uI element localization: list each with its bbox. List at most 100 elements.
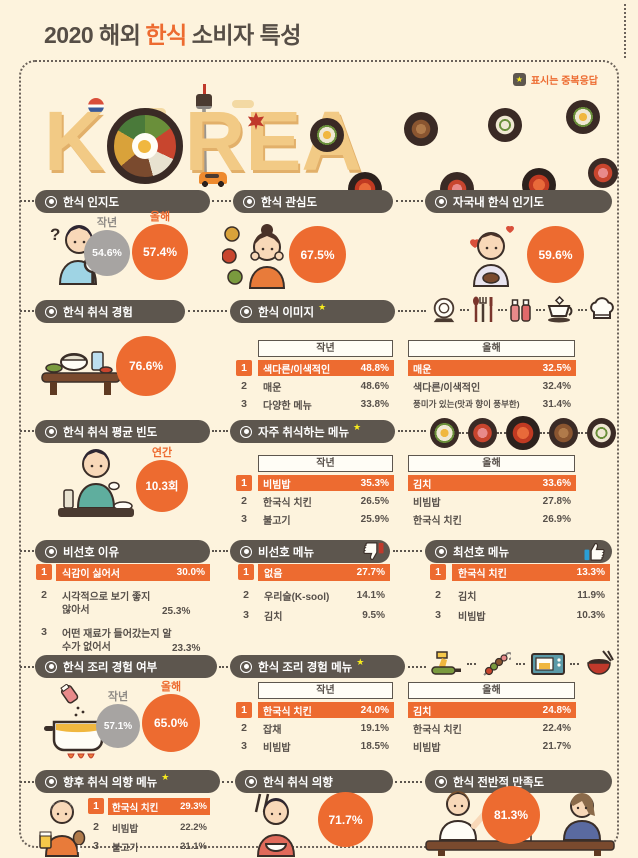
- menu-name: 김치: [458, 592, 477, 603]
- stat-circle-eat-experience: 76.6%: [116, 336, 176, 396]
- dotted-connector: [219, 666, 228, 668]
- menu-value: 19.1%: [360, 722, 389, 734]
- dotted-connector: [188, 310, 227, 312]
- section-header-eat-experience: 한식 취식 경험: [35, 300, 185, 323]
- target-icon: [45, 545, 57, 558]
- dotted-connector: [222, 781, 233, 783]
- menu-name: 비빔밥: [263, 742, 291, 754]
- rank-badge: 3: [93, 840, 99, 852]
- menu-value: 27.8%: [542, 495, 571, 507]
- target-icon: [45, 195, 57, 208]
- menu-name: 한국식 치킨: [263, 497, 312, 509]
- stat-circle-cook-prev: 57.1%: [96, 704, 140, 748]
- prev-year-label: 작년: [107, 691, 129, 703]
- menu-value: 24.8%: [542, 704, 571, 716]
- title-highlight: 한식: [145, 22, 187, 48]
- rank-badge: 3: [435, 609, 441, 621]
- section-header-cook-experience: 한식 조리 경험 여부: [35, 655, 217, 678]
- prev-year-label: 작년: [96, 217, 118, 229]
- pan-icon: [431, 651, 461, 675]
- section-header-intent: 한식 취식 의향: [235, 770, 393, 793]
- rank-badge: 2: [241, 380, 247, 392]
- person-bowl-illustration: [254, 793, 296, 857]
- menu-value: 32.5%: [542, 362, 571, 374]
- section-title: 향후 취식 의향 메뉴: [63, 776, 158, 789]
- menu-name: 한국식 치킨: [413, 724, 462, 736]
- thumbs-up-icon: [583, 541, 607, 565]
- menu-name: 매운: [413, 364, 432, 376]
- section-header-satisfaction: 한식 전반적 만족도: [425, 770, 612, 793]
- section-title: 한식 인지도: [63, 196, 120, 209]
- menu-name: 비빔밥: [112, 823, 139, 835]
- menu-value: 48.6%: [360, 380, 389, 392]
- menu-name: 불고기: [263, 515, 291, 527]
- menu-value: 18.5%: [360, 740, 389, 752]
- korean-table-illustration: [41, 351, 121, 395]
- rank-badge: 2: [243, 589, 249, 601]
- menu-name: 없음: [264, 569, 283, 580]
- rank-badge: 3: [243, 609, 249, 621]
- section-header-cook-menu: 한식 조리 경험 메뉴 ★: [230, 655, 405, 678]
- taxi-icon: [199, 172, 227, 187]
- menu-name: 한국식 치킨: [413, 515, 462, 527]
- section-header-frequent-menu: 자주 취식하는 메뉴 ★: [230, 420, 395, 443]
- section-header-frequency: 한식 취식 평균 빈도: [35, 420, 210, 443]
- menu-value: 30.0%: [176, 567, 205, 578]
- section-title: 한식 조리 경험 여부: [63, 661, 158, 674]
- noodle-bowl-icon: [587, 650, 614, 675]
- dish-icons-row: [430, 416, 616, 450]
- dotted-connector: [212, 550, 228, 552]
- stat-circle-intent: 71.7%: [318, 792, 373, 847]
- menu-value: 10.3%: [576, 610, 605, 621]
- per-year-label: 연간: [151, 447, 173, 459]
- menu-value: 25.3%: [162, 606, 191, 617]
- rank-badge: 1: [88, 798, 104, 814]
- section-header-future-menu: 향후 취식 의향 메뉴 ★: [35, 770, 220, 793]
- stat-circle-cook-curr: 65.0%: [142, 694, 200, 752]
- hot-air-balloon-icon: [88, 98, 104, 119]
- column-header-curr: 올해: [408, 682, 575, 699]
- column-header-prev: 작년: [258, 682, 393, 699]
- stat-circle-awareness-curr: 57.4%: [132, 224, 188, 280]
- target-icon: [435, 775, 447, 788]
- column-header-prev: 작년: [258, 340, 393, 357]
- section-header-dislike-menu: 비선호 메뉴: [230, 540, 390, 563]
- section-title: 최선호 메뉴: [453, 546, 510, 559]
- frequent-menu-table: 1 2 3 작년 비빔밥 35.3% 한국식 치킨 26.5% 불고기 25.9% 올…: [236, 455, 580, 533]
- target-icon: [45, 775, 57, 788]
- cloud-decoration: [232, 100, 254, 108]
- curr-year-label: 올해: [149, 211, 171, 223]
- multiple-response-star: ★: [161, 772, 170, 782]
- dotted-connector: [212, 200, 231, 202]
- target-icon: [245, 775, 257, 788]
- rank-badge: 3: [241, 398, 247, 410]
- rank-badge: 2: [435, 589, 441, 601]
- menu-value: 22.2%: [180, 822, 207, 833]
- section-title: 비선호 메뉴: [258, 546, 315, 559]
- stat-circle-frequency: 10.3회: [136, 460, 188, 512]
- seoul-tower-icon: [195, 84, 213, 184]
- menu-value: 13.3%: [576, 567, 605, 578]
- menu-name: 한국식 치킨: [112, 802, 159, 814]
- menu-value: 14.1%: [356, 590, 385, 601]
- image-table: 1 2 3 작년 색다른/이색적인 48.8% 매운 48.6% 다양한 메뉴 33.…: [236, 340, 580, 418]
- rank-badge: 1: [236, 360, 252, 376]
- rank-badge: 2: [93, 821, 99, 833]
- dotted-connector: [624, 4, 626, 58]
- section-title: 자주 취식하는 메뉴: [258, 426, 350, 439]
- dotted-connector: [20, 430, 34, 432]
- column-header-curr: 올해: [408, 455, 575, 472]
- menu-value: 26.5%: [360, 495, 389, 507]
- menu-value: 26.9%: [542, 513, 571, 525]
- target-icon: [435, 545, 447, 558]
- stat-circle-satisfaction: 81.3%: [482, 786, 540, 844]
- multiple-response-legend: ★ 표시는 중복응답: [512, 72, 598, 87]
- section-header-interest: 한식 관심도: [233, 190, 393, 213]
- cooking-icons-row: [430, 650, 616, 678]
- meat-dish-icon: [548, 418, 578, 448]
- menu-value: 31.4%: [542, 398, 571, 410]
- dotted-connector: [20, 550, 34, 552]
- section-header-image: 한식 이미지 ★: [230, 300, 395, 323]
- rank-badge: 3: [241, 740, 247, 752]
- plate-icon: [433, 297, 455, 323]
